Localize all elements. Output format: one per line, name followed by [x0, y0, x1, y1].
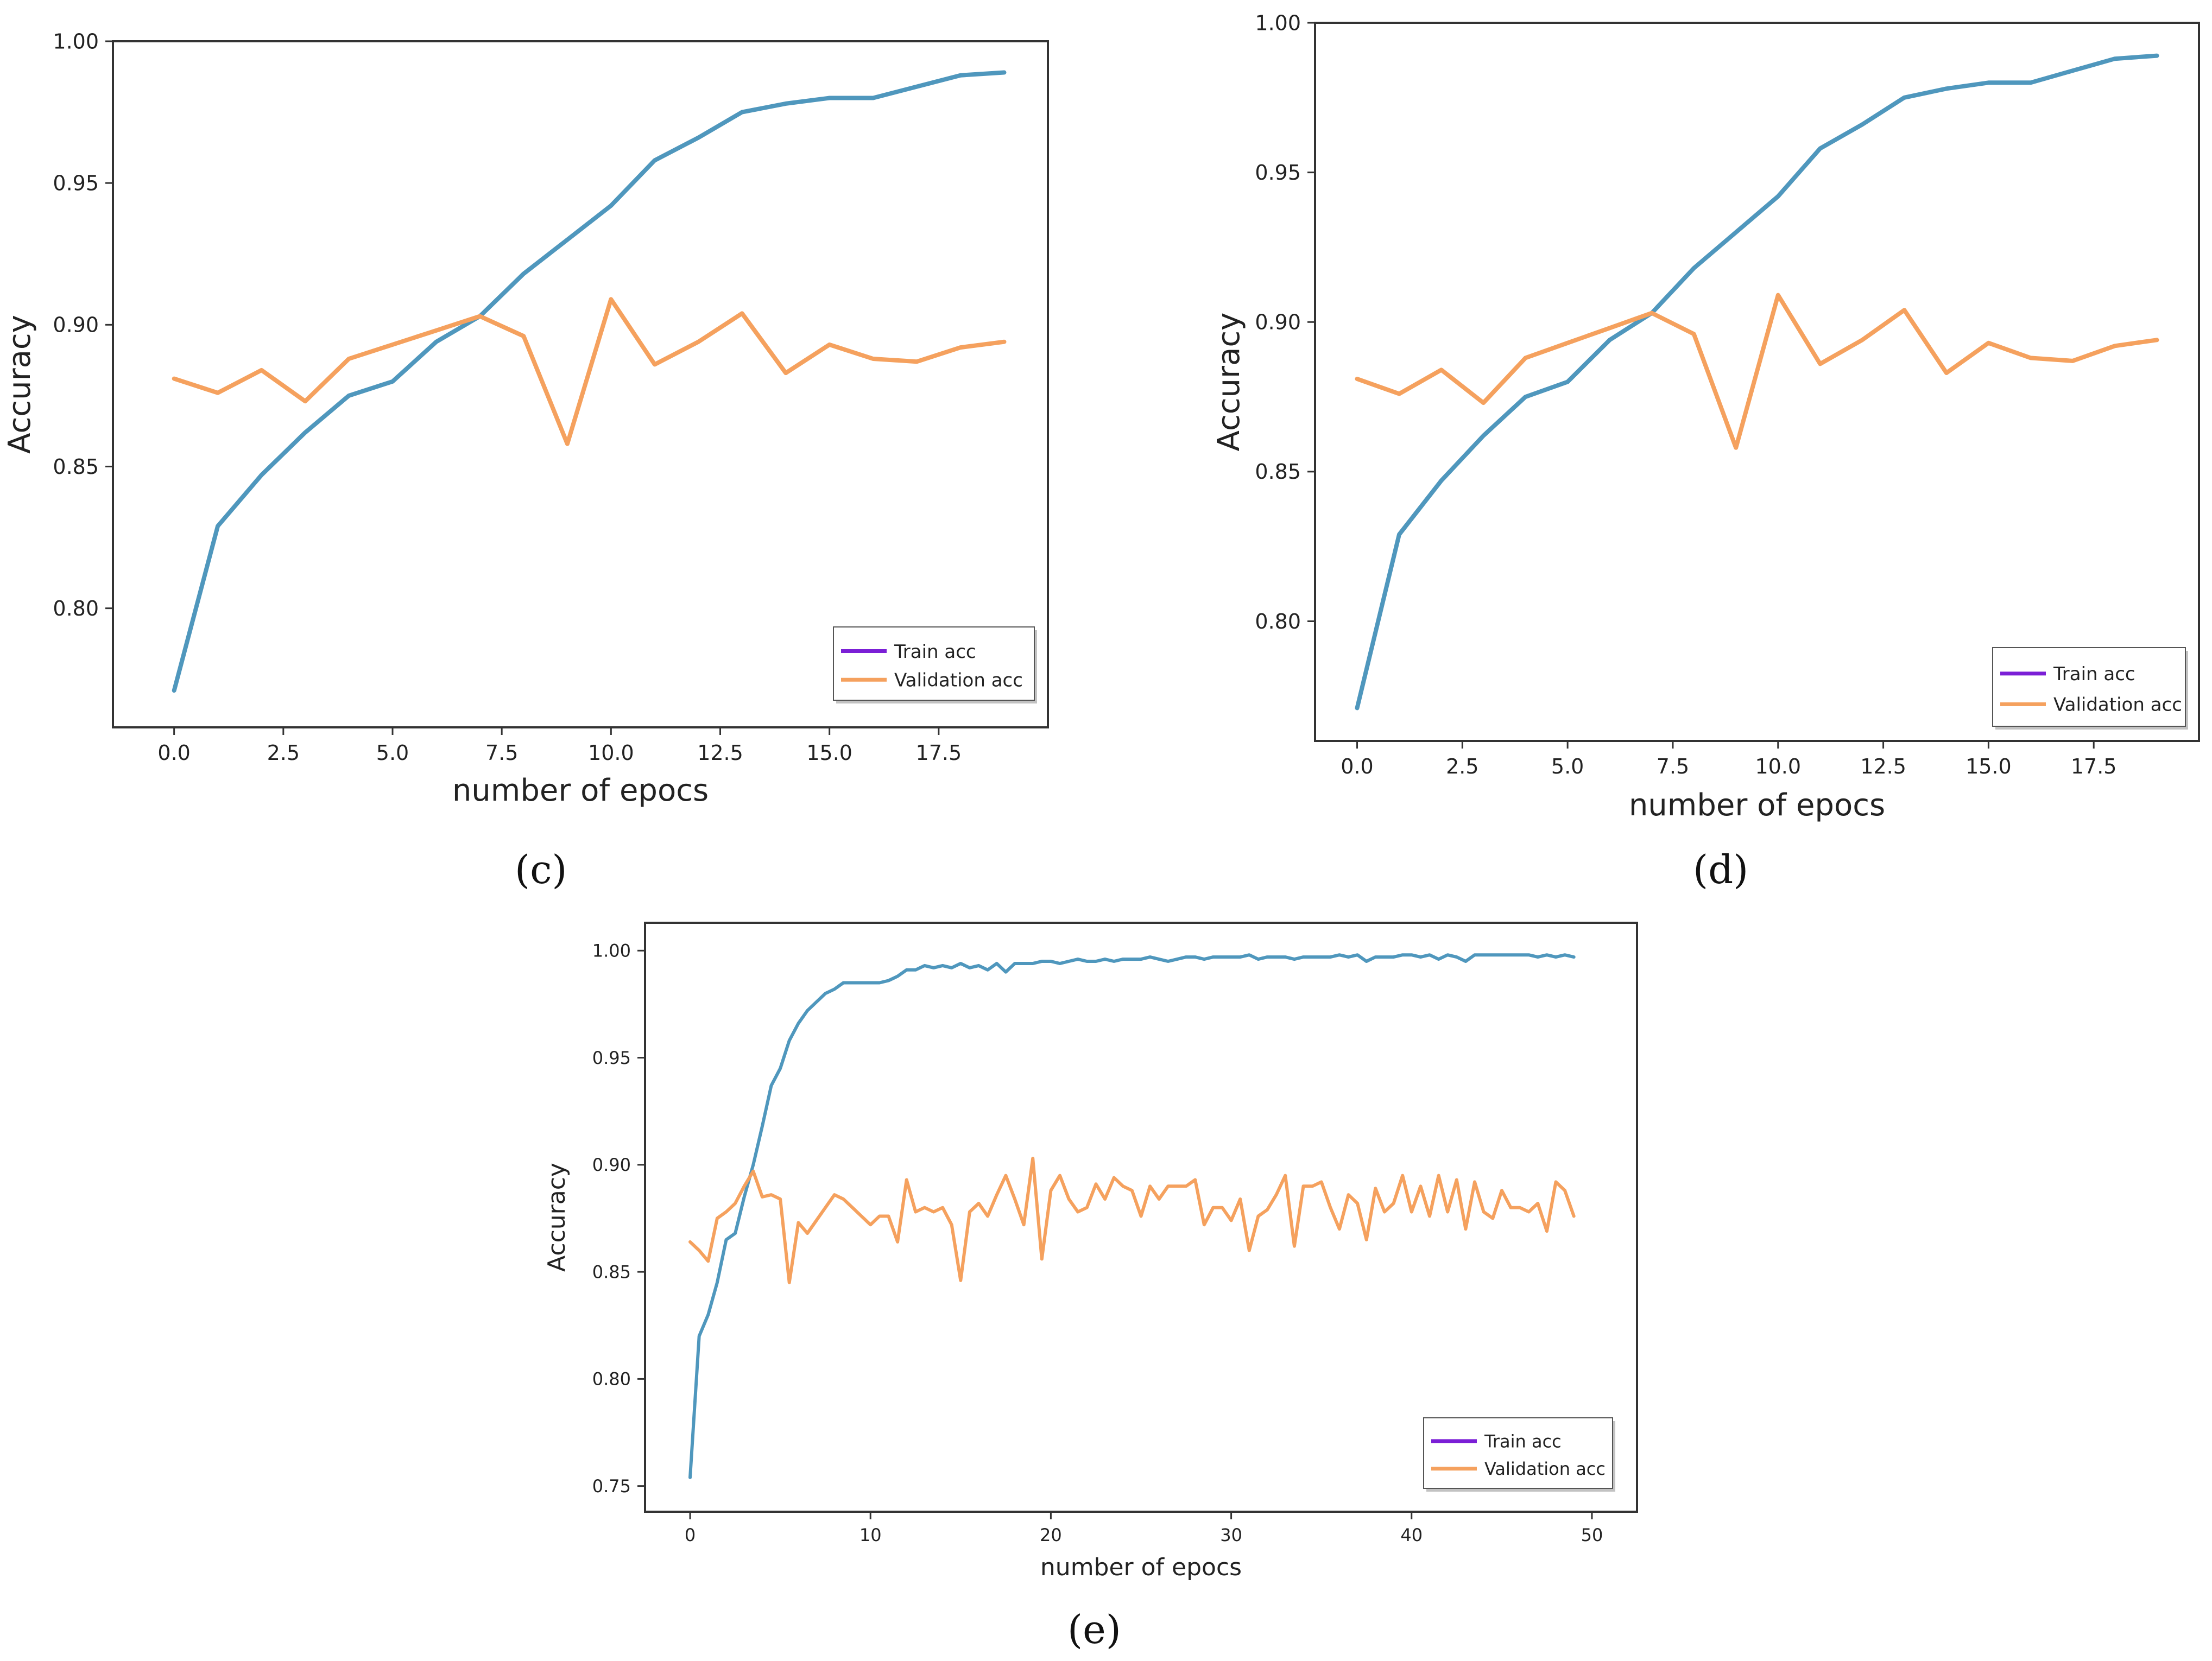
- charts-layer: 0.0 2.5 5.0 7.5 10.0 12.5 15.0 17.5 0.80 0.85 0.90…: [2, 11, 2200, 1581]
- series-line-validation-d: [1355, 293, 2159, 450]
- x-tick-label-c: 2.5: [267, 741, 300, 765]
- x-tick-label-c: 0.0: [157, 741, 190, 765]
- legend-label-validation-c: Validation acc: [894, 669, 1023, 691]
- legend-box-e: [1423, 1417, 1613, 1489]
- legend-label-train-c: Train acc: [894, 641, 976, 663]
- series-line-validation-c: [172, 297, 1007, 446]
- x-tick-label-e: 40: [1400, 1525, 1423, 1545]
- chart-e: 0 10 20 30 40 50 0.75 0.80 0.85 0.90 0.95 1.00 numbe…: [543, 922, 1638, 1581]
- x-tick-label-d: 12.5: [1860, 755, 1906, 778]
- y-tick-label-d: 0.90: [1255, 310, 1301, 334]
- y-tick-label-e: 0.75: [592, 1476, 631, 1497]
- x-tick-label-d: 7.5: [1657, 755, 1689, 778]
- y-tick-label-c: 0.90: [53, 313, 99, 337]
- x-tick-label-c: 12.5: [697, 741, 743, 765]
- panel-label-e: (e): [1067, 1607, 1121, 1652]
- y-tick-label-c: 0.85: [53, 455, 99, 479]
- chart-d: 0.0 2.5 5.0 7.5 10.0 12.5 15.0 17.5 0.80 0.85 0.90…: [1211, 11, 2200, 823]
- legend-e: Train acc Validation acc: [1423, 1417, 1615, 1492]
- x-tick-label-d: 0.0: [1341, 755, 1373, 778]
- series-line-validation-e: [688, 1157, 1576, 1284]
- x-tick-label-d: 17.5: [2071, 755, 2117, 778]
- y-tick-label-e: 0.95: [592, 1048, 631, 1068]
- panel-label-d: (d): [1693, 847, 1749, 892]
- legend-label-validation-d: Validation acc: [2053, 694, 2182, 716]
- x-tick-label-e: 30: [1220, 1525, 1242, 1545]
- x-tick-label-d: 5.0: [1551, 755, 1584, 778]
- y-tick-label-e: 1.00: [592, 940, 631, 961]
- y-axis-label-d: Accuracy: [1211, 313, 1247, 452]
- y-tick-label-e: 0.80: [592, 1369, 631, 1390]
- y-tick-label-c: 0.95: [53, 171, 99, 195]
- legend-c: Train acc Validation acc: [833, 626, 1037, 703]
- legend-label-train-d: Train acc: [2053, 663, 2135, 685]
- legend-label-validation-e: Validation acc: [1484, 1459, 1606, 1479]
- legend-box-d: [1992, 647, 2186, 727]
- x-tick-label-d: 15.0: [1965, 755, 2012, 778]
- x-axis-label-d: number of epocs: [1629, 788, 1885, 823]
- y-tick-label-e: 0.90: [592, 1155, 631, 1175]
- x-tick-label-c: 10.0: [588, 741, 634, 765]
- y-tick-label-e: 0.85: [592, 1261, 631, 1282]
- x-tick-label-c: 17.5: [916, 741, 962, 765]
- y-axis-label-e: Accuracy: [543, 1163, 571, 1272]
- x-axis-label-c: number of epocs: [452, 773, 709, 808]
- x-tick-label-d: 10.0: [1755, 755, 1801, 778]
- series-line-train-d: [1355, 53, 2159, 711]
- legend-box-c: [833, 626, 1035, 701]
- x-tick-label-c: 15.0: [806, 741, 852, 765]
- panel-label-c: (c): [515, 847, 567, 892]
- series-line-train-e: [688, 953, 1576, 1479]
- x-tick-label-e: 0: [685, 1525, 696, 1545]
- plot-frame-c: [112, 40, 1049, 728]
- legend-d: Train acc Validation acc: [1992, 647, 2188, 730]
- plot-frame-e: [644, 922, 1638, 1513]
- y-tick-label-c: 0.80: [53, 597, 99, 620]
- chart-c: 0.0 2.5 5.0 7.5 10.0 12.5 15.0 17.5 0.80 0.85 0.90…: [2, 29, 1049, 808]
- x-axis-label-e: number of epocs: [1040, 1554, 1242, 1581]
- x-tick-label-c: 5.0: [376, 741, 409, 765]
- y-tick-label-d: 0.85: [1255, 460, 1301, 484]
- y-axis-label-c: Accuracy: [2, 315, 37, 454]
- y-tick-label-d: 1.00: [1255, 11, 1301, 35]
- series-line-train-c: [172, 70, 1007, 693]
- x-tick-label-e: 10: [859, 1525, 882, 1545]
- y-tick-label-d: 0.95: [1255, 161, 1301, 185]
- legend-label-train-e: Train acc: [1484, 1431, 1562, 1451]
- plot-frame-d: [1314, 22, 2200, 742]
- x-tick-label-e: 50: [1581, 1525, 1603, 1545]
- x-tick-label-e: 20: [1040, 1525, 1062, 1545]
- x-tick-label-c: 7.5: [485, 741, 518, 765]
- y-tick-label-c: 1.00: [53, 29, 99, 53]
- y-tick-label-d: 0.80: [1255, 610, 1301, 633]
- x-tick-label-d: 2.5: [1446, 755, 1478, 778]
